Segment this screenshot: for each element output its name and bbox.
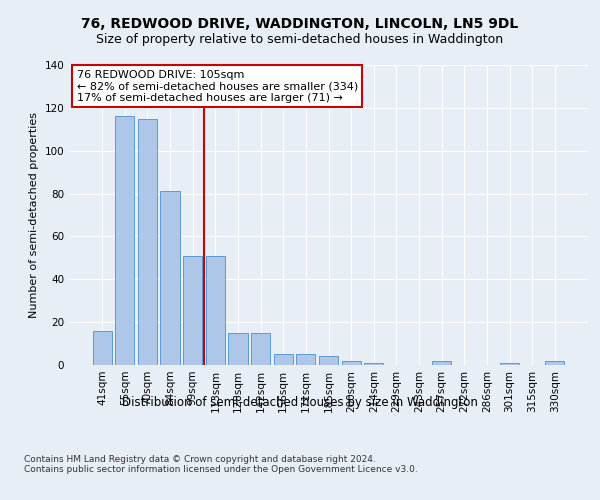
Bar (251, 333, 270, 365)
Bar (183, 256, 202, 365)
Bar (138, 118, 157, 365)
Bar (545, 360, 565, 365)
Text: 76, REDWOOD DRIVE, WADDINGTON, LINCOLN, LN5 9DL: 76, REDWOOD DRIVE, WADDINGTON, LINCOLN, … (82, 18, 518, 32)
Bar (160, 192, 180, 365)
Bar (432, 360, 451, 365)
Bar (206, 256, 225, 365)
Bar (92, 330, 112, 365)
Y-axis label: Number of semi-detached properties: Number of semi-detached properties (29, 112, 39, 318)
Text: 76 REDWOOD DRIVE: 105sqm
← 82% of semi-detached houses are smaller (334)
17% of : 76 REDWOOD DRIVE: 105sqm ← 82% of semi-d… (77, 70, 358, 102)
Bar (229, 333, 248, 365)
Bar (319, 356, 338, 365)
Bar (115, 116, 134, 365)
Bar (500, 363, 519, 365)
Text: Contains HM Land Registry data © Crown copyright and database right 2024.
Contai: Contains HM Land Registry data © Crown c… (24, 455, 418, 474)
Text: Size of property relative to semi-detached houses in Waddington: Size of property relative to semi-detach… (97, 32, 503, 46)
Text: Distribution of semi-detached houses by size in Waddington: Distribution of semi-detached houses by … (122, 396, 478, 409)
Bar (364, 363, 383, 365)
Bar (341, 360, 361, 365)
Bar (296, 354, 316, 365)
Bar (274, 354, 293, 365)
